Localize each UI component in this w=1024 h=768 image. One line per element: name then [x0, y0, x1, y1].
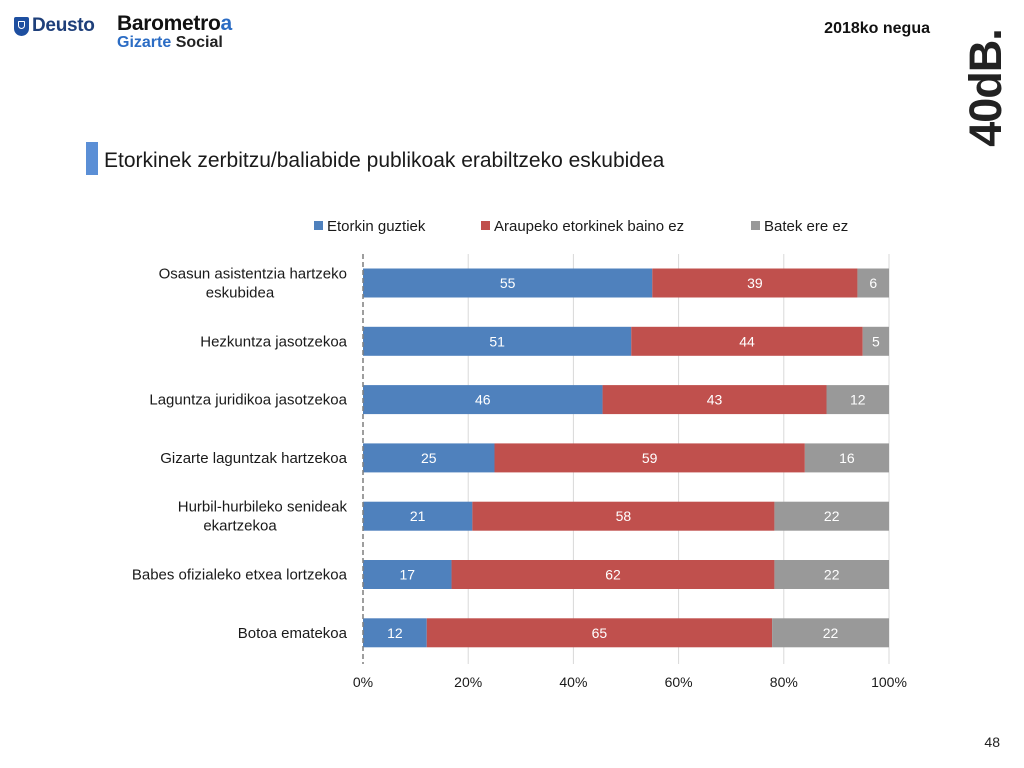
deusto-logo: Deusto [14, 15, 95, 37]
data-label: 21 [410, 508, 426, 524]
data-label: 51 [489, 333, 505, 349]
report-date: 2018ko negua [824, 20, 930, 37]
deusto-shield-icon [14, 16, 29, 36]
data-label: 22 [824, 567, 840, 583]
legend-label: Araupeko etorkinek baino ez [494, 218, 684, 235]
x-tick-label: 0% [353, 674, 373, 690]
category-label-line: eskubidea [206, 285, 275, 302]
data-label: 46 [475, 392, 491, 408]
bar-segment [426, 618, 773, 648]
bar-segment [363, 501, 473, 531]
legend-label: Etorkin guztiek [327, 218, 426, 235]
bar-segment [363, 326, 632, 356]
deusto-logo-text: Deusto [32, 15, 95, 36]
data-label: 59 [642, 450, 658, 466]
legend-swatch [751, 221, 760, 230]
category-label: Gizarte laguntzak hartzekoa [160, 450, 347, 467]
x-tick-label: 60% [665, 674, 693, 690]
legend-swatch [314, 221, 323, 230]
category-label: Hezkuntza jasotzekoa [200, 333, 347, 350]
bar-segment [772, 618, 889, 648]
legend-label: Batek ere ez [764, 218, 848, 235]
category-label-line: Hezkuntza jasotzekoa [200, 333, 347, 350]
bar-segment [494, 443, 805, 473]
category-label-line: Osasun asistentzia hartzeko [159, 266, 347, 283]
bar-segment [451, 560, 775, 589]
category-label: Laguntza juridikoa jasotzekoa [149, 392, 347, 409]
barometro-logo-accent: a [220, 12, 233, 35]
barometro-logo: Barometroa Gizarte Social [117, 13, 232, 51]
data-label: 62 [605, 567, 621, 583]
category-label-line: Laguntza juridikoa jasotzekoa [149, 392, 347, 409]
data-label: 58 [616, 508, 632, 524]
chart-title: Etorkinek zerbitzu/baliabide publikoak e… [104, 149, 665, 172]
data-label: 17 [399, 567, 415, 583]
bar-segment [602, 385, 827, 415]
category-label-line: ekartzekoa [203, 518, 277, 535]
barometro-logo-text: Barometro [117, 12, 221, 35]
bar-segment [652, 268, 858, 298]
category-label: Babes ofizialeko etxea lortzekoa [132, 567, 348, 584]
data-label: 25 [421, 450, 437, 466]
data-label: 16 [839, 450, 855, 466]
bar-segment [363, 443, 495, 473]
category-label: Osasun asistentzia hartzeko eskubidea [159, 266, 347, 302]
page-number: 48 [984, 734, 1000, 750]
x-tick-label: 80% [770, 674, 798, 690]
data-label: 6 [869, 275, 877, 291]
category-label-line: Botoa ematekoa [238, 625, 348, 642]
bar-segment [363, 268, 653, 298]
data-label: 5 [872, 333, 880, 349]
category-label-line: Babes ofizialeko etxea lortzekoa [132, 567, 348, 584]
title-accent-bar [86, 142, 98, 175]
gizarte-logo-text: Gizarte [117, 34, 176, 51]
data-label: 12 [850, 392, 866, 408]
bar-segment [774, 501, 889, 531]
bar-segment [862, 326, 889, 356]
data-label: 22 [824, 508, 840, 524]
data-label: 43 [707, 392, 723, 408]
bar-segment [774, 560, 889, 589]
data-label: 44 [739, 333, 755, 349]
bar-segment [363, 385, 603, 415]
category-label-line: Hurbil-hurbileko senideak [178, 499, 348, 516]
legend-swatch [481, 221, 490, 230]
category-label: Hurbil-hurbileko senideak ekartzekoa [178, 499, 348, 535]
data-label: 55 [500, 275, 516, 291]
bar-segment [826, 385, 889, 415]
data-label: 12 [387, 625, 403, 641]
x-tick-label: 20% [454, 674, 482, 690]
x-tick-label: 100% [871, 674, 907, 690]
category-label: Botoa ematekoa [238, 625, 348, 642]
bar-segment [804, 443, 889, 473]
bar-segment [363, 560, 452, 589]
data-label: 65 [592, 625, 608, 641]
social-logo-text: Social [175, 34, 223, 51]
category-label-line: Gizarte laguntzak hartzekoa [160, 450, 347, 467]
data-label: 39 [747, 275, 763, 291]
bar-segment [631, 326, 863, 356]
bar-segment [472, 501, 775, 531]
x-tick-label: 40% [559, 674, 587, 690]
data-label: 22 [823, 625, 839, 641]
bar-segment [363, 618, 427, 648]
bar-segment [857, 268, 889, 298]
